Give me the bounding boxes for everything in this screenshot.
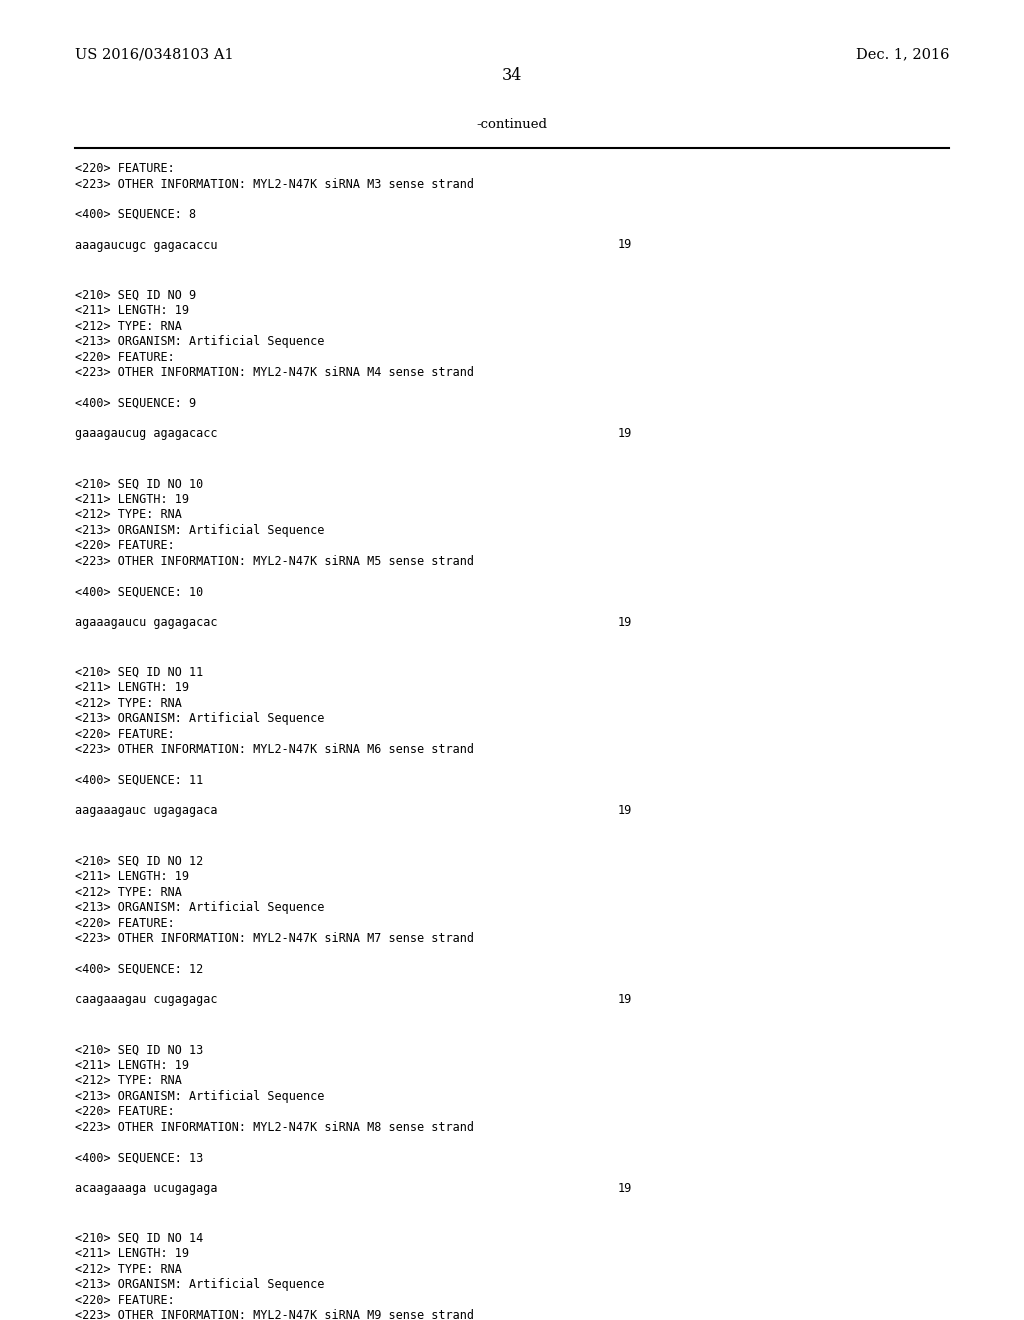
Text: <212> TYPE: RNA: <212> TYPE: RNA [75,697,182,710]
Text: <210> SEQ ID NO 10: <210> SEQ ID NO 10 [75,478,203,490]
Text: <213> ORGANISM: Artificial Sequence: <213> ORGANISM: Artificial Sequence [75,902,325,913]
Text: -continued: -continued [476,117,548,131]
Text: <400> SEQUENCE: 12: <400> SEQUENCE: 12 [75,962,203,975]
Text: <223> OTHER INFORMATION: MYL2-N47K siRNA M4 sense strand: <223> OTHER INFORMATION: MYL2-N47K siRNA… [75,366,474,379]
Text: <213> ORGANISM: Artificial Sequence: <213> ORGANISM: Artificial Sequence [75,1090,325,1102]
Text: aagaaagauc ugagagaca: aagaaagauc ugagagaca [75,804,217,817]
Text: <212> TYPE: RNA: <212> TYPE: RNA [75,319,182,333]
Text: <220> FEATURE:: <220> FEATURE: [75,916,175,929]
Text: <213> ORGANISM: Artificial Sequence: <213> ORGANISM: Artificial Sequence [75,335,325,348]
Text: <211> LENGTH: 19: <211> LENGTH: 19 [75,1247,189,1261]
Text: <223> OTHER INFORMATION: MYL2-N47K siRNA M6 sense strand: <223> OTHER INFORMATION: MYL2-N47K siRNA… [75,743,474,756]
Text: agaaagaucu gagagacac: agaaagaucu gagagacac [75,616,217,628]
Text: <211> LENGTH: 19: <211> LENGTH: 19 [75,492,189,506]
Text: <400> SEQUENCE: 9: <400> SEQUENCE: 9 [75,396,197,409]
Text: <223> OTHER INFORMATION: MYL2-N47K siRNA M5 sense strand: <223> OTHER INFORMATION: MYL2-N47K siRNA… [75,554,474,568]
Text: 19: 19 [618,1181,632,1195]
Text: <211> LENGTH: 19: <211> LENGTH: 19 [75,681,189,694]
Text: <223> OTHER INFORMATION: MYL2-N47K siRNA M9 sense strand: <223> OTHER INFORMATION: MYL2-N47K siRNA… [75,1309,474,1320]
Text: 19: 19 [618,428,632,440]
Text: caagaaagau cugagagac: caagaaagau cugagagac [75,993,217,1006]
Text: <212> TYPE: RNA: <212> TYPE: RNA [75,508,182,521]
Text: <400> SEQUENCE: 10: <400> SEQUENCE: 10 [75,585,203,598]
Text: <212> TYPE: RNA: <212> TYPE: RNA [75,1074,182,1088]
Text: <220> FEATURE:: <220> FEATURE: [75,351,175,363]
Text: 19: 19 [618,804,632,817]
Text: acaagaaaga ucugagaga: acaagaaaga ucugagaga [75,1181,217,1195]
Text: <210> SEQ ID NO 14: <210> SEQ ID NO 14 [75,1232,203,1245]
Text: <220> FEATURE:: <220> FEATURE: [75,540,175,552]
Text: Dec. 1, 2016: Dec. 1, 2016 [855,48,949,61]
Text: <220> FEATURE:: <220> FEATURE: [75,1294,175,1307]
Text: <220> FEATURE:: <220> FEATURE: [75,162,175,176]
Text: <212> TYPE: RNA: <212> TYPE: RNA [75,1263,182,1276]
Text: <211> LENGTH: 19: <211> LENGTH: 19 [75,870,189,883]
Text: <400> SEQUENCE: 8: <400> SEQUENCE: 8 [75,209,197,220]
Text: aaagaucugc gagacaccu: aaagaucugc gagacaccu [75,239,217,252]
Text: <223> OTHER INFORMATION: MYL2-N47K siRNA M3 sense strand: <223> OTHER INFORMATION: MYL2-N47K siRNA… [75,177,474,190]
Text: <210> SEQ ID NO 11: <210> SEQ ID NO 11 [75,667,203,678]
Text: <210> SEQ ID NO 13: <210> SEQ ID NO 13 [75,1043,203,1056]
Text: <223> OTHER INFORMATION: MYL2-N47K siRNA M8 sense strand: <223> OTHER INFORMATION: MYL2-N47K siRNA… [75,1121,474,1134]
Text: <213> ORGANISM: Artificial Sequence: <213> ORGANISM: Artificial Sequence [75,1278,325,1291]
Text: <211> LENGTH: 19: <211> LENGTH: 19 [75,304,189,317]
Text: <400> SEQUENCE: 11: <400> SEQUENCE: 11 [75,774,203,787]
Text: 19: 19 [618,993,632,1006]
Text: gaaagaucug agagacacc: gaaagaucug agagacacc [75,428,217,440]
Text: <211> LENGTH: 19: <211> LENGTH: 19 [75,1059,189,1072]
Text: <210> SEQ ID NO 12: <210> SEQ ID NO 12 [75,854,203,867]
Text: <220> FEATURE:: <220> FEATURE: [75,727,175,741]
Text: <212> TYPE: RNA: <212> TYPE: RNA [75,886,182,899]
Text: US 2016/0348103 A1: US 2016/0348103 A1 [75,48,233,61]
Text: 19: 19 [618,239,632,252]
Text: 34: 34 [502,67,522,84]
Text: <213> ORGANISM: Artificial Sequence: <213> ORGANISM: Artificial Sequence [75,713,325,726]
Text: 19: 19 [618,616,632,628]
Text: <220> FEATURE:: <220> FEATURE: [75,1105,175,1118]
Text: <400> SEQUENCE: 13: <400> SEQUENCE: 13 [75,1151,203,1164]
Text: <213> ORGANISM: Artificial Sequence: <213> ORGANISM: Artificial Sequence [75,524,325,537]
Text: <210> SEQ ID NO 9: <210> SEQ ID NO 9 [75,289,197,302]
Text: <223> OTHER INFORMATION: MYL2-N47K siRNA M7 sense strand: <223> OTHER INFORMATION: MYL2-N47K siRNA… [75,932,474,945]
